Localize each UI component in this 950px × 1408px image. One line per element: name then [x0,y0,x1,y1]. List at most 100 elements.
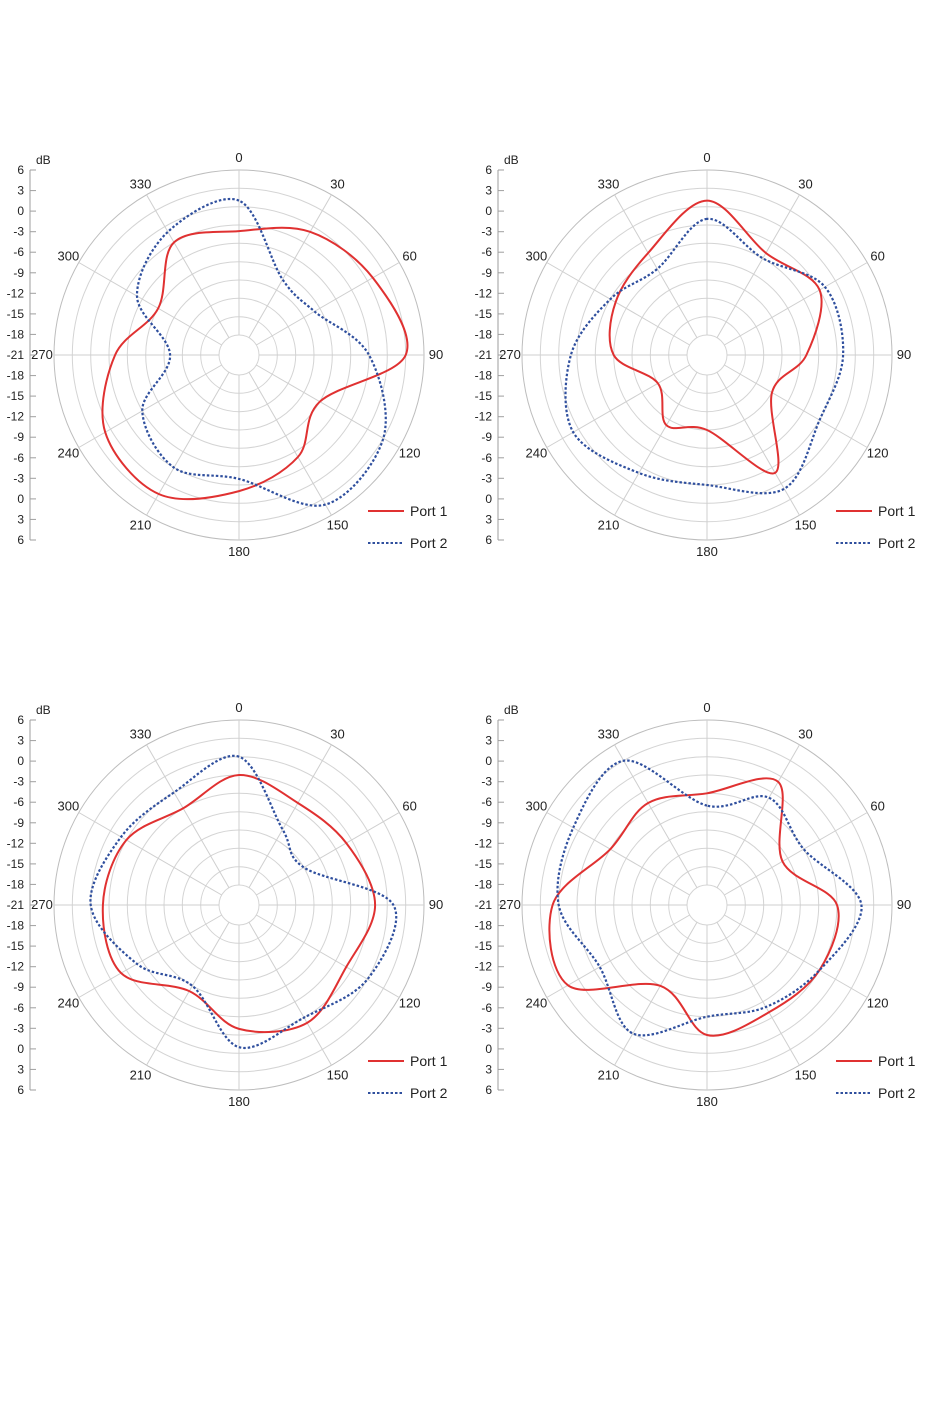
db-tick-label: -6 [481,1001,492,1015]
grid-ring [686,334,728,376]
angle-label: 270 [499,897,521,912]
grid-spoke [248,194,332,338]
angle-label: 210 [130,1068,152,1083]
db-tick-label: -9 [481,816,492,830]
grid-spoke [614,194,698,338]
grid-spoke [716,744,800,888]
angle-label: 330 [130,726,152,741]
db-tick-label: -12 [475,410,493,424]
polar-chart-2-svg: 0330300270240210180150120906030630-3-6-9… [475,150,916,559]
db-tick-label: -12 [7,960,25,974]
db-tick-label: -18 [7,369,25,383]
db-tick-label: -18 [475,369,493,383]
grid-spoke [614,922,698,1066]
angle-label: 60 [870,249,884,264]
db-tick-label: -12 [7,410,25,424]
polar-chart-4: 0 330 300 270 240 210 180 150 120 90 60 30 6 3 0 -3 -6 -9… [468,700,943,1120]
angle-label: 60 [402,249,416,264]
grid-spoke [716,194,800,338]
db-tick-label: -6 [481,245,492,259]
db-tick-label: -21 [7,898,25,912]
grid-spoke [716,372,800,516]
angle-label: 150 [327,518,349,533]
grid-ring [218,884,260,926]
polar-chart-3: 0 330 300 270 240 210 180 150 120 90 60 30 6 3 0 -3 -6 -9… [0,700,475,1120]
angle-label: 270 [31,347,53,362]
angle-label: 120 [867,996,889,1011]
grid-spoke [724,812,868,896]
db-tick-label: -9 [481,980,492,994]
db-tick-label: -9 [13,266,24,280]
angle-label: 30 [330,176,344,191]
series-line-port-2 [564,217,845,495]
grid-ring [218,334,260,376]
grid-spoke [724,364,868,448]
db-tick-label: -3 [13,225,24,239]
angle-label: 330 [130,176,152,191]
grid-spoke [248,922,332,1066]
angle-label: 210 [130,518,152,533]
angle-label: 300 [526,249,548,264]
grid-spoke [724,262,868,346]
grid-ring [686,884,728,926]
grid-spoke [248,372,332,516]
db-tick-label: 0 [485,204,492,218]
db-tick-label: -6 [13,1001,24,1015]
db-tick-label: 6 [17,713,24,727]
angle-label: 210 [598,1068,620,1083]
db-tick-label: -9 [13,980,24,994]
db-tick-label: -3 [13,471,24,485]
angle-label: 60 [402,799,416,814]
angle-label: 300 [58,249,80,264]
grid-spoke [146,372,230,516]
unit-label: dB [36,703,51,717]
polar-chart-4-svg: 0330300270240210180150120906030630-3-6-9… [475,700,916,1109]
db-tick-label: -9 [481,430,492,444]
angle-label: 300 [526,799,548,814]
polar-chart-1-svg: 0330300270240210180150120906030630-3-6-9… [7,150,448,559]
angle-label: 180 [696,544,718,559]
db-tick-label: -3 [13,1021,24,1035]
db-tick-label: 0 [485,754,492,768]
db-tick-label: 3 [17,1062,24,1076]
grid-spoke [146,922,230,1066]
series-line-port-1 [101,226,409,501]
polar-chart-2: 0 330 300 270 240 210 180 150 120 90 60 30 6 3 0 -3 -6 -9… [468,150,943,570]
db-tick-label: -6 [481,795,492,809]
db-tick-label: 6 [17,163,24,177]
unit-label: dB [36,153,51,167]
angle-label: 300 [58,799,80,814]
db-tick-label: 3 [485,734,492,748]
grid-spoke [546,812,690,896]
angle-label: 30 [798,176,812,191]
angle-label: 0 [235,150,242,165]
db-tick-label: 3 [17,734,24,748]
db-tick-label: -12 [475,286,493,300]
grid-spoke [256,364,400,448]
polar-chart-1: 0 330 300 270 240 210 180 150 120 90 60 30 6 3 0 -3 -6 -9… [0,150,475,570]
angle-label: 30 [798,726,812,741]
angle-label: 90 [897,347,911,362]
grid-spoke [546,364,690,448]
db-tick-label: -15 [7,857,25,871]
grid-spoke [146,744,230,888]
grid-spoke [248,744,332,888]
db-tick-label: -18 [7,327,25,341]
angle-label: 0 [703,150,710,165]
db-tick-label: -12 [475,960,493,974]
grid-spoke [78,914,222,998]
db-tick-label: 0 [485,492,492,506]
series-line-port-2 [89,754,398,1050]
db-tick-label: -3 [481,471,492,485]
grid-spoke [78,262,222,346]
legend-label: Port 2 [878,535,916,551]
angle-label: 120 [399,996,421,1011]
db-tick-label: -18 [475,919,493,933]
angle-label: 90 [429,897,443,912]
db-tick-label: -18 [7,877,25,891]
angle-label: 270 [499,347,521,362]
grid-spoke [78,812,222,896]
grid-spoke [724,914,868,998]
angle-label: 210 [598,518,620,533]
